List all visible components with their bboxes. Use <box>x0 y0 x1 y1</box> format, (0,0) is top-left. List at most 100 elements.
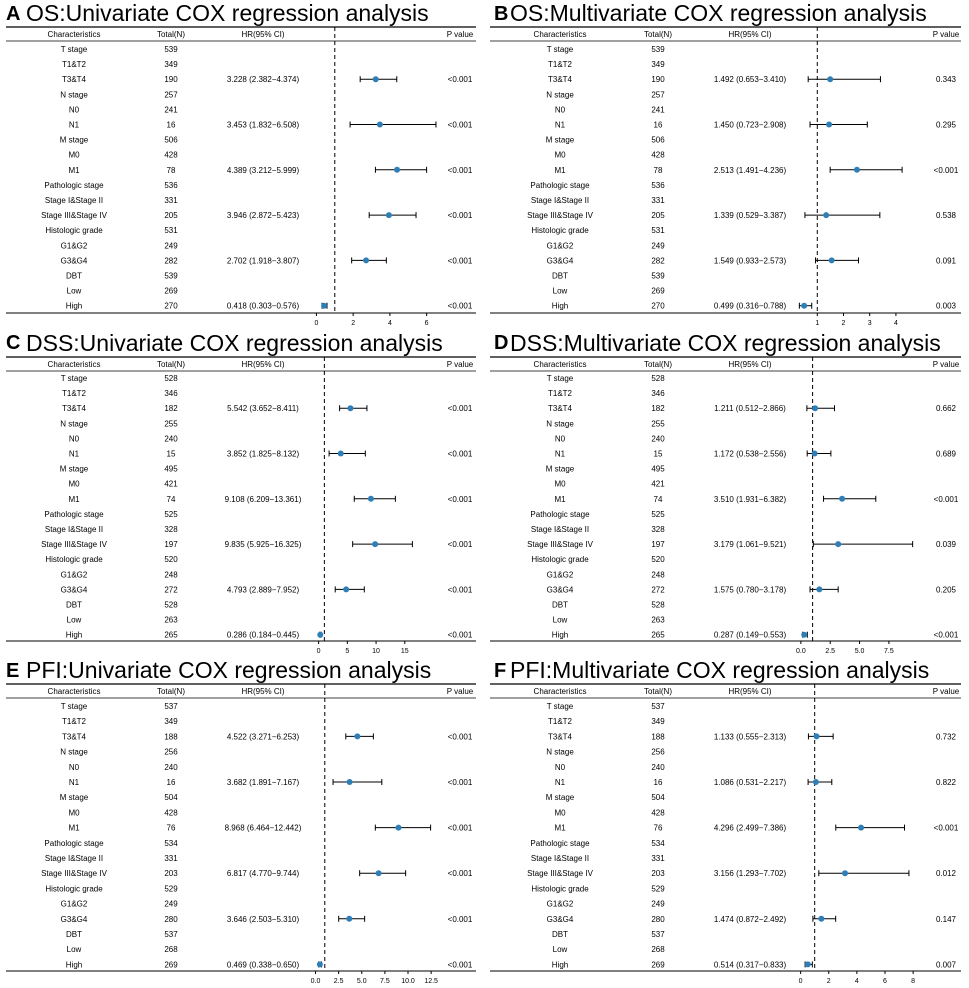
row-total: 536 <box>164 181 178 190</box>
row-total: 240 <box>651 763 665 772</box>
row-total: 16 <box>167 121 176 130</box>
row-p-value: <0.001 <box>934 824 959 833</box>
hr-point <box>343 586 350 593</box>
header-characteristics: Characteristics <box>48 30 101 39</box>
row-label: M1 <box>68 495 80 504</box>
row-total: 78 <box>654 166 663 175</box>
panel-letter: A <box>6 3 21 25</box>
hr-point <box>811 450 818 457</box>
row-total: 269 <box>164 960 178 969</box>
row-label: M1 <box>68 824 80 833</box>
forest-panel-f: F PFI:Multivariate COX regression analys… <box>484 657 969 988</box>
row-total: 269 <box>164 287 178 296</box>
row-total: 197 <box>651 540 665 549</box>
row-total: 421 <box>164 480 178 489</box>
row-total: 331 <box>651 854 665 863</box>
x-tick-label: 0 <box>314 320 318 327</box>
row-total: 249 <box>651 900 665 909</box>
row-total: 188 <box>164 732 178 741</box>
row-total: 256 <box>164 748 178 757</box>
row-label: T1&T2 <box>548 60 573 69</box>
row-p-value: <0.001 <box>448 585 473 594</box>
row-total: 268 <box>164 945 178 954</box>
row-p-value: <0.001 <box>448 495 473 504</box>
row-total: 190 <box>651 75 665 84</box>
row-label: Pathologic stage <box>44 510 104 519</box>
hr-point <box>372 541 379 548</box>
x-tick-label: 2.5 <box>825 648 835 655</box>
row-total: 346 <box>164 389 178 398</box>
row-total: 280 <box>651 915 665 924</box>
row-total: 270 <box>164 302 178 311</box>
row-total: 504 <box>651 793 665 802</box>
row-label: Pathologic stage <box>530 510 590 519</box>
row-total: 537 <box>651 930 665 939</box>
row-label: M1 <box>68 166 80 175</box>
row-label: Stage III&Stage IV <box>527 211 593 220</box>
row-label: T stage <box>547 374 574 383</box>
header-total: Total(N) <box>644 30 672 39</box>
row-label: M stage <box>546 465 575 474</box>
row-total: 495 <box>164 465 178 474</box>
row-hr-ci: 5.542 (3.652−8.411) <box>227 404 299 413</box>
header-hr: HR(95% CI) <box>728 687 771 696</box>
row-p-value: <0.001 <box>448 631 473 640</box>
row-total: 428 <box>164 151 178 160</box>
row-label: M stage <box>60 136 89 145</box>
row-hr-ci: 3.179 (1.061−9.521) <box>714 540 787 549</box>
hr-point <box>804 961 811 968</box>
panel-letter: D <box>494 332 509 354</box>
row-total: 529 <box>651 884 665 893</box>
row-label: DBT <box>66 930 82 939</box>
hr-point <box>801 631 808 638</box>
row-hr-ci: 3.946 (2.872−5.423) <box>227 211 300 220</box>
row-label: DBT <box>552 930 568 939</box>
row-total: 537 <box>164 930 178 939</box>
row-label: Low <box>67 287 82 296</box>
row-p-value: 0.662 <box>936 404 957 413</box>
row-label: Histologic grade <box>531 884 589 893</box>
row-label: N0 <box>69 763 80 772</box>
row-label: Stage I&Stage II <box>45 196 103 205</box>
row-label: M0 <box>68 480 80 489</box>
hr-point <box>395 824 402 831</box>
row-total: 331 <box>164 196 178 205</box>
hr-point <box>321 302 328 309</box>
row-total: 269 <box>651 287 665 296</box>
row-label: T3&T4 <box>548 75 573 84</box>
row-total: 534 <box>164 839 178 848</box>
header-hr: HR(95% CI) <box>728 360 771 369</box>
row-label: N1 <box>69 121 80 130</box>
row-label: M0 <box>554 808 566 817</box>
row-hr-ci: 4.296 (2.499−7.386) <box>714 824 787 833</box>
row-label: T stage <box>547 45 574 54</box>
row-p-value: 0.689 <box>936 450 957 459</box>
hr-point <box>835 541 842 548</box>
row-total: 528 <box>651 374 665 383</box>
hr-point <box>828 257 835 264</box>
row-p-value: 0.205 <box>936 585 957 594</box>
hr-point <box>842 870 849 877</box>
row-p-value: <0.001 <box>448 960 473 969</box>
row-label: Stage I&Stage II <box>45 525 103 534</box>
row-hr-ci: 0.287 (0.149−0.553) <box>714 631 787 640</box>
row-label: G1&G2 <box>547 241 574 250</box>
x-tick-label: 6 <box>425 320 429 327</box>
row-label: DBT <box>552 601 568 610</box>
panel-letter: E <box>6 660 20 682</box>
row-total: 197 <box>164 540 178 549</box>
hr-point <box>823 212 830 219</box>
row-p-value: 0.343 <box>936 75 957 84</box>
hr-point <box>347 405 354 412</box>
row-label: T stage <box>547 702 574 711</box>
row-total: 520 <box>651 555 665 564</box>
row-hr-ci: 4.389 (3.212−5.999) <box>227 166 300 175</box>
row-total: 248 <box>651 570 665 579</box>
row-hr-ci: 3.453 (1.832−6.508) <box>227 121 300 130</box>
x-tick-label: 0.0 <box>796 648 806 655</box>
header-total: Total(N) <box>157 360 185 369</box>
row-label: Histologic grade <box>45 555 103 564</box>
row-hr-ci: 6.817 (4.770−9.744) <box>227 869 300 878</box>
row-total: 240 <box>164 763 178 772</box>
forest-plot-pfi-multivariate: PFI:Multivariate COX regression analysis… <box>490 657 961 985</box>
